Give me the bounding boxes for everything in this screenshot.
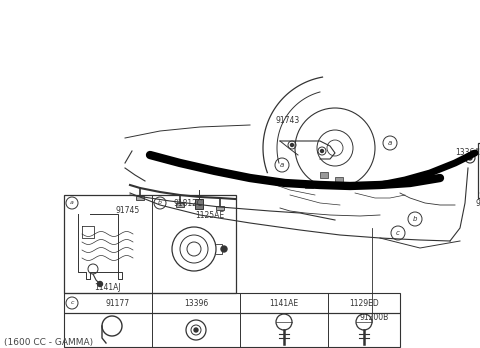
- Text: 91745: 91745: [115, 206, 139, 215]
- Bar: [305, 182, 313, 188]
- Text: 91743: 91743: [275, 116, 299, 125]
- Text: 1141AE: 1141AE: [269, 299, 299, 308]
- Circle shape: [321, 150, 324, 152]
- Circle shape: [194, 328, 198, 332]
- Text: a: a: [280, 162, 284, 168]
- Bar: [478, 143, 480, 198]
- Text: 91177: 91177: [106, 299, 130, 308]
- Bar: [64, 293, 400, 313]
- Text: 1129ED: 1129ED: [349, 299, 379, 308]
- Circle shape: [468, 156, 472, 160]
- Bar: [64, 313, 400, 347]
- Text: b: b: [413, 216, 417, 222]
- Text: 91585B: 91585B: [475, 199, 480, 208]
- Circle shape: [97, 282, 103, 286]
- Text: 91200B: 91200B: [360, 313, 389, 322]
- Text: (1600 CC - GAMMA): (1600 CC - GAMMA): [4, 338, 93, 347]
- Bar: [320, 172, 328, 178]
- Circle shape: [290, 143, 293, 147]
- Text: 13396: 13396: [184, 299, 208, 308]
- Bar: [335, 177, 343, 183]
- Text: b: b: [158, 200, 162, 206]
- Text: a: a: [70, 200, 74, 206]
- Bar: [64, 195, 236, 293]
- Bar: [136, 196, 144, 200]
- Text: 1141AJ: 1141AJ: [95, 283, 121, 292]
- Text: a: a: [388, 140, 392, 146]
- Bar: [176, 203, 184, 207]
- Text: 1125AE: 1125AE: [195, 211, 224, 220]
- Bar: [195, 199, 203, 209]
- Bar: [216, 206, 224, 210]
- Text: c: c: [396, 230, 400, 236]
- Text: 1336AC: 1336AC: [455, 148, 480, 157]
- Circle shape: [221, 246, 227, 252]
- Text: 91812C: 91812C: [174, 198, 203, 207]
- Text: c: c: [70, 301, 74, 306]
